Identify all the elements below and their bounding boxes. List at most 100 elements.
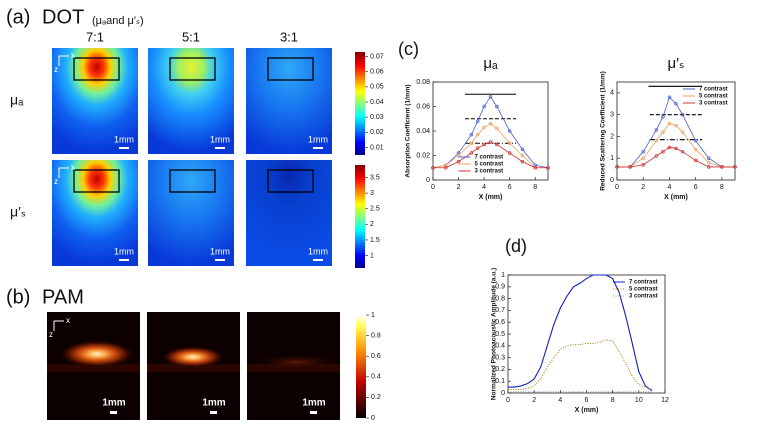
x-tick-label: 8 (611, 397, 615, 404)
scale-label: 1mm (102, 398, 125, 409)
colorbar (355, 52, 365, 155)
y-tick-label: 0 (501, 390, 505, 397)
scale-bar (310, 411, 317, 414)
scale-label: 1mm (210, 134, 230, 144)
series-marker (707, 156, 711, 160)
y-tick-label: 0.8 (495, 295, 505, 302)
x-axis-label: X (mm) (479, 194, 503, 201)
roi-box (73, 169, 120, 193)
pam-signal (161, 346, 225, 368)
series-marker (475, 146, 480, 150)
colorbar-tick-label: 0.8 (371, 332, 381, 339)
colorbar-tick-label: 0.07 (370, 53, 384, 60)
dot-image (246, 160, 332, 266)
panel-label: (d) (505, 236, 527, 256)
row-label: μₐ (10, 92, 24, 108)
y-axis-label: Absorption Coefficient (1/mm) (405, 84, 412, 177)
series-marker (693, 139, 698, 143)
y-tick-label: 4 (610, 90, 614, 97)
x-tick-label: 8 (533, 184, 537, 191)
colorbar-tick-label: 0.04 (370, 99, 384, 106)
y-tick-label: 0 (426, 177, 430, 184)
y-tick-label: 0.3 (495, 354, 505, 361)
panel-label: (a) (6, 6, 30, 28)
series-marker (469, 151, 474, 155)
pam-signal (59, 340, 135, 368)
colorbar-tick-label: 0 (371, 415, 375, 422)
series-marker (456, 151, 461, 155)
series-marker (431, 166, 435, 170)
legend-label: 5 contrast (475, 162, 504, 168)
legend-label: 7 contrast (629, 280, 658, 286)
scale-label: 1mm (302, 398, 325, 409)
x-tick-label: 10 (635, 397, 643, 404)
y-tick-label: 0.08 (416, 79, 430, 86)
scale-label: 1mm (202, 398, 225, 409)
scale-bar (313, 147, 323, 149)
y-tick-label: 3 (610, 112, 614, 119)
roi-box (267, 169, 314, 193)
plot-frame (507, 274, 666, 394)
series-marker (680, 112, 685, 117)
dot-image (52, 160, 138, 266)
series-marker (661, 149, 665, 154)
x-tick-label: 8 (720, 184, 724, 191)
series-marker (667, 121, 672, 126)
colorbar-tick-label: 1 (370, 252, 374, 259)
panel-title: DOT (42, 6, 84, 28)
series-marker (488, 94, 493, 99)
scale-bar (313, 259, 323, 261)
colorbar-tick-label: 0.05 (370, 84, 384, 91)
x-tick-label: 6 (508, 184, 512, 191)
axis-icon-label: x (71, 51, 75, 60)
x-tick-label: 6 (694, 184, 698, 191)
panel-label: (b) (6, 286, 30, 308)
colorbar-tick-label: 0.6 (371, 353, 381, 360)
y-axis-label: Normalized Photoacoustic Amplitude (a.u.… (491, 268, 498, 400)
y-tick-label: 0.5 (495, 331, 505, 338)
y-tick-label: 0.4 (495, 343, 505, 350)
y-tick-label: 0 (610, 177, 614, 184)
axis-icon-label: x (66, 316, 70, 325)
x-axis-label: X (mm) (664, 194, 688, 201)
panel-title: PAM (42, 286, 84, 308)
scale-bar (119, 259, 129, 261)
series-marker (482, 125, 486, 130)
colorbar-tick-label: 2.5 (370, 206, 380, 213)
series-marker (520, 147, 525, 152)
series-marker (444, 163, 448, 168)
roi-box (169, 57, 216, 81)
scale-label: 1mm (114, 246, 134, 256)
series-marker (533, 163, 537, 168)
series-line (617, 96, 735, 168)
colorbar-tick-label: 3.5 (370, 174, 380, 181)
axis-icon-label: z (54, 177, 58, 186)
axis-icon-label: z (49, 330, 53, 339)
series-marker (667, 95, 672, 99)
series-marker (667, 145, 672, 150)
series-marker (674, 123, 678, 128)
series-marker (482, 104, 486, 109)
series-marker (495, 142, 499, 147)
scale-label: 1mm (308, 246, 328, 256)
series-marker (520, 153, 525, 158)
scale-bar (110, 411, 117, 414)
legend-label: 7 contrast (699, 87, 728, 93)
series-marker (520, 159, 525, 164)
series-marker (444, 166, 448, 170)
dot-image (246, 48, 332, 154)
axis-icon-label: x (71, 163, 75, 172)
roi-box (73, 57, 120, 81)
y-tick-label: 0.04 (416, 128, 430, 135)
chart-title: μ′ₛ (667, 55, 684, 72)
x-tick-label: 4 (482, 184, 486, 191)
colorbar-tick-label: 0.01 (370, 144, 384, 151)
x-tick-label: 0 (615, 184, 619, 191)
colorbar-tick-label: 3 (370, 190, 374, 197)
series-marker (707, 165, 711, 169)
x-tick-label: 6 (585, 397, 589, 404)
colorbar-tick-label: 1 (371, 312, 375, 319)
series-line (617, 146, 735, 168)
y-tick-label: 0.1 (495, 378, 505, 385)
series-marker (674, 102, 678, 106)
